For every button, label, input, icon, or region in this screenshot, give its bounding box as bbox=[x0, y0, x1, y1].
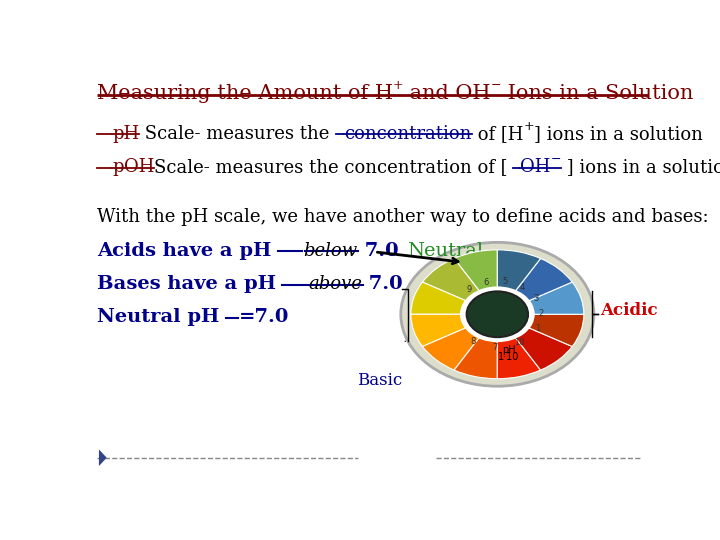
Wedge shape bbox=[498, 250, 541, 294]
Text: Acidic: Acidic bbox=[600, 302, 658, 319]
Text: Neutral: Neutral bbox=[407, 241, 482, 260]
Text: of [H: of [H bbox=[472, 125, 523, 143]
Polygon shape bbox=[99, 449, 107, 466]
Text: +: + bbox=[523, 120, 534, 133]
Wedge shape bbox=[524, 314, 584, 347]
Text: Bases have a pH: Bases have a pH bbox=[96, 275, 282, 293]
Text: 7: 7 bbox=[492, 342, 498, 352]
Wedge shape bbox=[460, 286, 535, 342]
Text: above: above bbox=[308, 275, 362, 293]
Wedge shape bbox=[454, 250, 498, 294]
Text: 4: 4 bbox=[520, 283, 526, 292]
Text: Basic: Basic bbox=[358, 373, 402, 389]
Text: ] ions in a solution: ] ions in a solution bbox=[561, 158, 720, 177]
Text: Scale- measures the: Scale- measures the bbox=[140, 125, 336, 143]
Text: 7.0: 7.0 bbox=[362, 275, 402, 293]
Wedge shape bbox=[423, 259, 482, 303]
Text: Measuring the Amount of H: Measuring the Amount of H bbox=[96, 84, 392, 103]
Text: OH: OH bbox=[520, 158, 551, 177]
Wedge shape bbox=[454, 334, 498, 379]
Text: below: below bbox=[304, 241, 358, 260]
Text: concentration: concentration bbox=[344, 125, 472, 143]
Wedge shape bbox=[513, 326, 572, 370]
Text: 2: 2 bbox=[539, 309, 544, 318]
Text: pH: pH bbox=[112, 125, 140, 143]
Text: Acids have a pH: Acids have a pH bbox=[96, 241, 278, 260]
Wedge shape bbox=[513, 259, 572, 303]
Text: −: − bbox=[551, 153, 561, 166]
Wedge shape bbox=[411, 314, 471, 347]
Text: pH: pH bbox=[502, 345, 516, 355]
Wedge shape bbox=[524, 282, 584, 314]
Wedge shape bbox=[498, 334, 541, 379]
Ellipse shape bbox=[401, 242, 594, 386]
Text: p: p bbox=[112, 158, 124, 177]
Text: Neutral pH: Neutral pH bbox=[96, 308, 226, 326]
Text: 8: 8 bbox=[471, 338, 476, 346]
Text: −: − bbox=[491, 78, 501, 91]
Text: Scale- measures the concentration of [: Scale- measures the concentration of [ bbox=[154, 158, 513, 177]
Text: 9: 9 bbox=[467, 285, 472, 294]
Text: 1·10: 1·10 bbox=[498, 352, 519, 362]
Text: and OH: and OH bbox=[403, 84, 491, 103]
Text: With the pH scale, we have another way to define acids and bases:: With the pH scale, we have another way t… bbox=[96, 208, 708, 226]
Text: OH: OH bbox=[124, 158, 154, 177]
Wedge shape bbox=[411, 282, 471, 314]
Text: 5: 5 bbox=[503, 278, 508, 286]
Text: 7.0: 7.0 bbox=[358, 241, 398, 260]
Text: 10: 10 bbox=[514, 338, 525, 347]
Text: ] ions in a solution: ] ions in a solution bbox=[534, 125, 703, 143]
Text: Ions in a Solution: Ions in a Solution bbox=[501, 84, 693, 103]
Text: =7.0: =7.0 bbox=[239, 308, 289, 326]
Text: 1: 1 bbox=[535, 323, 540, 333]
Text: 3: 3 bbox=[534, 294, 539, 303]
Text: +: + bbox=[392, 78, 403, 91]
Circle shape bbox=[467, 292, 528, 337]
Wedge shape bbox=[423, 326, 482, 370]
Text: 6: 6 bbox=[483, 278, 489, 287]
